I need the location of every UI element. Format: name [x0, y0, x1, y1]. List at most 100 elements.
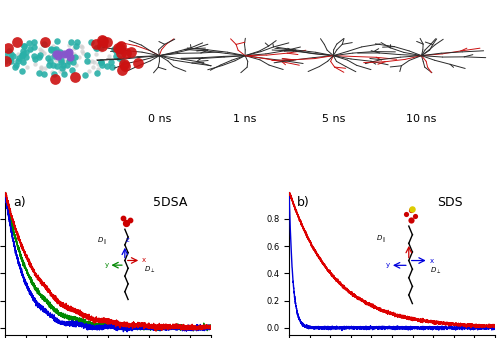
Point [40, 41, 48, 47]
Point [1, 58, 9, 64]
Point [34, 70, 42, 76]
Point [7, 51, 15, 56]
Text: b): b) [298, 196, 310, 209]
Point [12, 62, 20, 68]
Point [57, 51, 65, 56]
Point [72, 54, 80, 60]
Point [20, 44, 28, 49]
Point [4, 45, 12, 50]
Point [120, 61, 128, 67]
Point [78, 51, 86, 56]
Point [52, 57, 60, 63]
Text: 1 ns: 1 ns [234, 114, 257, 124]
Point [104, 39, 112, 44]
Text: 0 ns: 0 ns [148, 114, 171, 124]
Point [76, 43, 84, 49]
Point [72, 62, 80, 68]
Point [56, 69, 64, 74]
Point [49, 63, 57, 68]
Point [60, 69, 68, 75]
Point [48, 69, 56, 74]
Point [58, 65, 66, 71]
Point [84, 52, 92, 57]
Point [118, 58, 126, 63]
Point [52, 38, 60, 44]
Point [116, 55, 124, 61]
Point [108, 65, 116, 70]
Point [87, 39, 95, 45]
Point [20, 43, 28, 48]
Point [94, 66, 102, 72]
Point [61, 58, 69, 64]
Point [55, 48, 63, 53]
Point [14, 59, 22, 64]
Point [6, 55, 14, 61]
Point [5, 48, 13, 53]
Point [16, 56, 24, 61]
Point [13, 57, 21, 63]
Point [18, 53, 26, 58]
Point [122, 51, 130, 56]
Point [40, 50, 48, 55]
Point [72, 54, 80, 59]
Point [52, 51, 60, 56]
Point [112, 53, 120, 58]
Point [92, 41, 100, 47]
Point [30, 44, 38, 50]
Point [67, 39, 75, 45]
Point [22, 49, 30, 55]
Point [30, 61, 38, 67]
Point [116, 45, 124, 51]
Point [70, 51, 78, 56]
Point [90, 60, 98, 65]
Point [64, 51, 72, 56]
Point [98, 47, 106, 53]
Point [93, 71, 101, 76]
Point [54, 51, 62, 57]
Point [73, 40, 81, 45]
Point [70, 45, 78, 51]
Point [35, 54, 43, 60]
Point [111, 55, 119, 60]
Point [50, 47, 58, 52]
Point [36, 68, 44, 73]
Point [97, 59, 105, 64]
Point [110, 46, 118, 52]
Point [36, 47, 44, 52]
Point [61, 52, 69, 57]
Point [96, 61, 104, 67]
Point [38, 64, 46, 70]
Point [54, 53, 62, 58]
Point [98, 43, 106, 49]
Point [58, 67, 66, 72]
Point [47, 46, 55, 52]
Point [66, 56, 74, 61]
Point [18, 53, 26, 58]
Point [50, 53, 58, 58]
Point [21, 53, 29, 58]
Point [76, 55, 84, 60]
Point [36, 52, 44, 57]
Point [52, 46, 60, 52]
Point [127, 49, 135, 54]
Point [70, 59, 78, 65]
Point [20, 58, 28, 64]
Point [42, 65, 50, 71]
Point [19, 49, 27, 54]
Point [72, 44, 80, 49]
Point [58, 62, 66, 68]
Point [56, 49, 64, 55]
Point [48, 47, 56, 53]
Point [26, 46, 34, 51]
Point [24, 41, 32, 46]
Point [24, 64, 32, 69]
Point [98, 44, 106, 49]
Text: a): a) [13, 196, 26, 209]
Point [72, 74, 80, 79]
Point [117, 43, 125, 48]
Point [36, 49, 44, 54]
Point [30, 39, 38, 45]
Point [68, 67, 76, 73]
Point [65, 58, 73, 63]
Point [65, 42, 73, 47]
